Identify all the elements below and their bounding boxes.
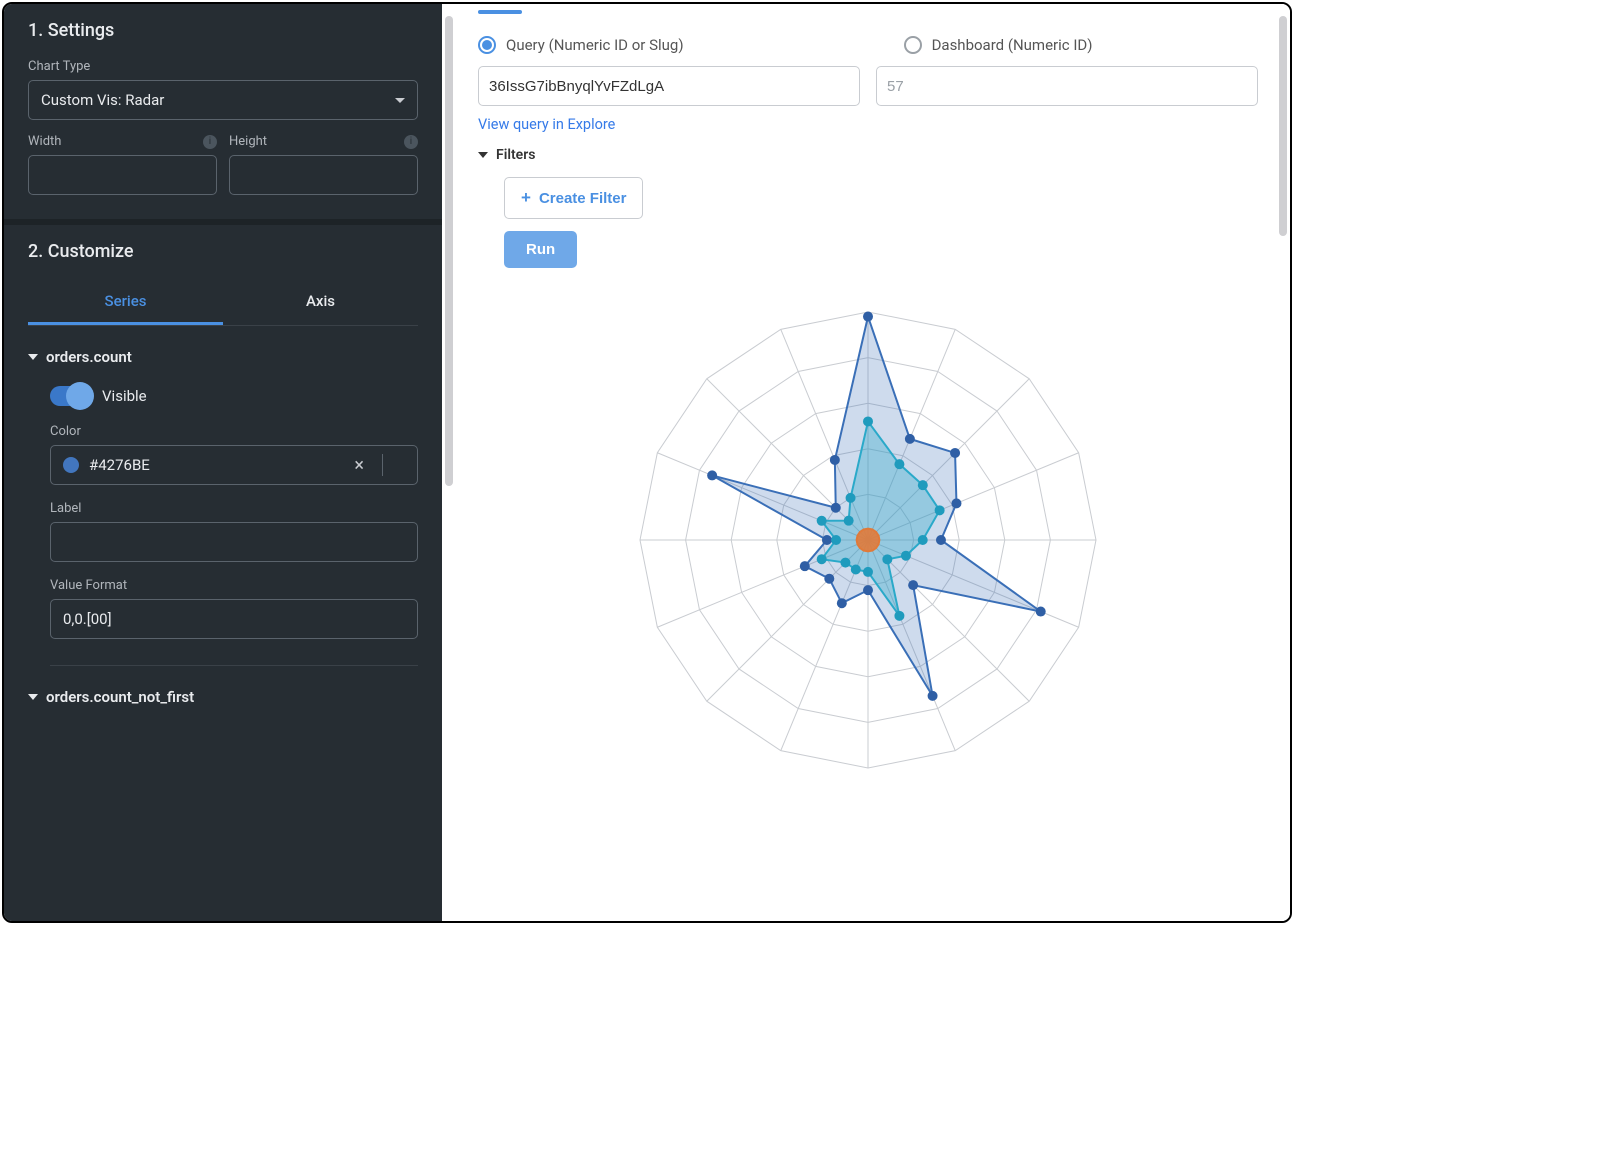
- label-label: Label: [50, 501, 418, 516]
- radar-chart: [478, 276, 1258, 804]
- color-label: Color: [50, 424, 418, 439]
- visible-toggle[interactable]: [50, 386, 90, 406]
- info-icon: i: [404, 135, 418, 149]
- filters-label: Filters: [496, 147, 535, 163]
- settings-title: 1. Settings: [28, 20, 418, 41]
- series-name: orders.count: [46, 348, 132, 366]
- tab-axis[interactable]: Axis: [223, 280, 418, 325]
- color-value: #4276BE: [89, 456, 150, 474]
- radio-icon: [478, 36, 496, 54]
- chart-type-value: Custom Vis: Radar: [41, 91, 164, 109]
- scrollbar[interactable]: [445, 16, 453, 486]
- radio-dashboard[interactable]: Dashboard (Numeric ID): [904, 36, 1093, 54]
- radio-icon: [904, 36, 922, 54]
- scrollbar[interactable]: [1279, 16, 1287, 236]
- query-id-input[interactable]: [478, 66, 860, 106]
- radio-query[interactable]: Query (Numeric ID or Slug): [478, 36, 684, 54]
- chart-type-select[interactable]: Custom Vis: Radar: [28, 80, 418, 120]
- chevron-down-icon: [478, 152, 488, 158]
- dashboard-id-input[interactable]: [876, 66, 1258, 106]
- active-tab-indicator: [478, 10, 522, 14]
- visible-label: Visible: [102, 387, 147, 405]
- series-expander-orders-count[interactable]: orders.count: [28, 326, 418, 380]
- radio-query-label: Query (Numeric ID or Slug): [506, 36, 684, 54]
- series-name: orders.count_not_first: [46, 688, 194, 706]
- create-filter-button[interactable]: + Create Filter: [504, 177, 643, 219]
- series-config: Visible Color #4276BE × Label Value Form…: [28, 386, 418, 666]
- clear-icon[interactable]: ×: [346, 455, 372, 476]
- customize-tabs: Series Axis: [28, 280, 418, 326]
- radar-chart-container: [478, 268, 1258, 804]
- value-format-input[interactable]: 0,0.[00]: [50, 599, 418, 639]
- chevron-down-icon: [28, 694, 38, 700]
- app-window: 1. Settings Chart Type Custom Vis: Radar…: [2, 2, 1292, 923]
- height-input[interactable]: [229, 155, 418, 195]
- width-input[interactable]: [28, 155, 217, 195]
- radio-dashboard-label: Dashboard (Numeric ID): [932, 36, 1093, 54]
- chevron-down-icon[interactable]: [393, 456, 409, 474]
- color-swatch: [63, 457, 79, 473]
- filters-expander[interactable]: Filters: [478, 147, 1258, 163]
- series-expander-orders-count-not-first[interactable]: orders.count_not_first: [28, 666, 418, 710]
- height-label: Heighti: [229, 134, 418, 149]
- width-label: Widthi: [28, 134, 217, 149]
- config-sidebar: 1. Settings Chart Type Custom Vis: Radar…: [4, 4, 442, 921]
- create-filter-label: Create Filter: [539, 190, 627, 207]
- settings-section: 1. Settings Chart Type Custom Vis: Radar…: [4, 4, 442, 219]
- customize-title: 2. Customize: [28, 241, 418, 262]
- value-format-label: Value Format: [50, 578, 418, 593]
- run-button[interactable]: Run: [504, 231, 577, 268]
- run-label: Run: [526, 241, 555, 258]
- customize-section: 2. Customize Series Axis orders.count Vi…: [4, 219, 442, 734]
- tab-series[interactable]: Series: [28, 280, 223, 325]
- plus-icon: +: [521, 188, 531, 208]
- chevron-down-icon: [395, 98, 405, 103]
- source-radio-group: Query (Numeric ID or Slug) Dashboard (Nu…: [478, 36, 1258, 64]
- chevron-down-icon: [28, 354, 38, 360]
- view-in-explore-link[interactable]: View query in Explore: [478, 116, 615, 133]
- chart-type-label: Chart Type: [28, 59, 418, 74]
- label-input[interactable]: [50, 522, 418, 562]
- color-input[interactable]: #4276BE ×: [50, 445, 418, 485]
- main-pane: Query (Numeric ID or Slug) Dashboard (Nu…: [442, 4, 1290, 921]
- divider: [382, 454, 383, 476]
- info-icon: i: [203, 135, 217, 149]
